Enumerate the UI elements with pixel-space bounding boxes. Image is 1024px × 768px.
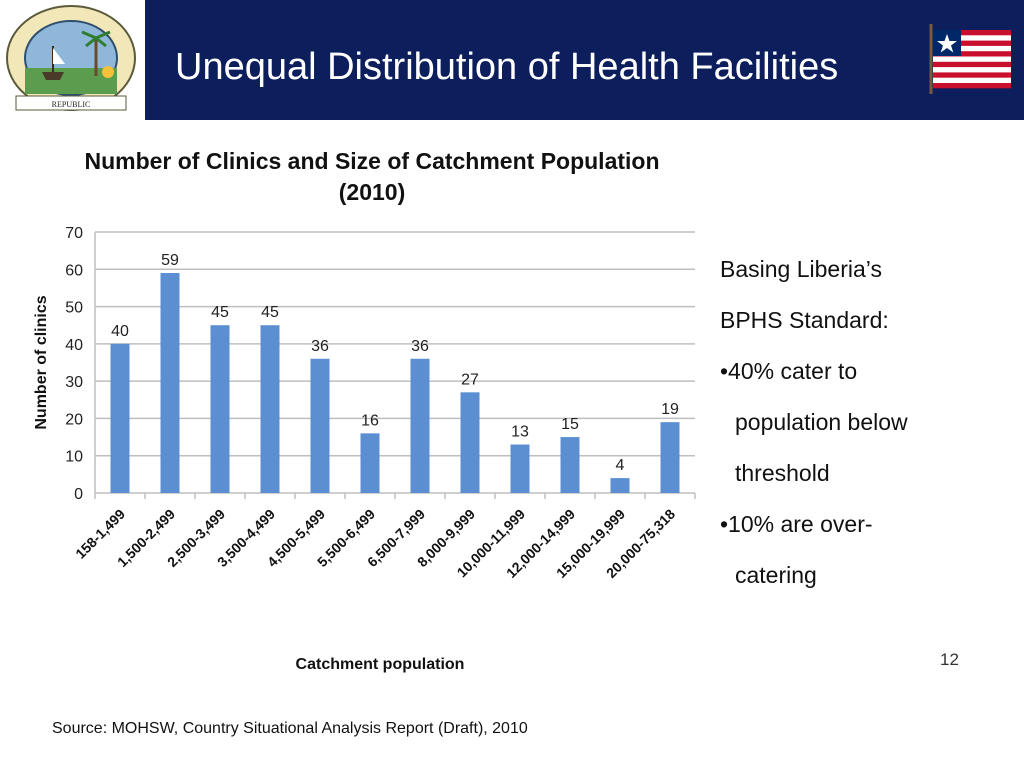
data-label: 45 xyxy=(261,304,279,321)
bullet-heading-line: BPHS Standard: xyxy=(720,307,889,333)
y-tick-label: 20 xyxy=(65,411,83,428)
bullet-item-line: •10% are over- xyxy=(720,511,873,537)
bar xyxy=(610,478,630,493)
bullet-item-line: population below xyxy=(735,409,908,435)
data-label: 40 xyxy=(111,323,129,340)
bar xyxy=(560,437,580,493)
data-label: 19 xyxy=(661,401,679,418)
bar xyxy=(410,358,430,493)
page-number: 12 xyxy=(940,650,959,669)
y-tick-label: 30 xyxy=(65,374,83,391)
title-bar: Unequal Distribution of Health Facilitie… xyxy=(145,0,1024,120)
bar-chart: 01020304050607040158-1,499591,500-2,4994… xyxy=(33,225,696,673)
data-label: 36 xyxy=(411,338,429,355)
liberia-flag-icon xyxy=(929,24,1011,94)
data-label: 45 xyxy=(211,304,229,321)
y-tick-label: 70 xyxy=(65,225,83,242)
seal-banner-text: REPUBLIC xyxy=(52,100,91,109)
y-tick-label: 0 xyxy=(74,486,83,503)
bar xyxy=(660,422,680,493)
y-tick-label: 60 xyxy=(65,262,83,279)
chart-title: Number of Clinics and Size of Catchment … xyxy=(84,148,660,205)
y-tick-label: 10 xyxy=(65,449,83,466)
data-label: 4 xyxy=(616,457,625,474)
bar xyxy=(160,273,180,493)
bar xyxy=(110,343,130,493)
seal-of-liberia-icon: REPUBLIC xyxy=(6,5,136,111)
data-label: 27 xyxy=(461,371,479,388)
bullet-item-line: catering xyxy=(735,562,817,588)
x-axis-label: Catchment population xyxy=(296,656,465,673)
bar xyxy=(310,358,330,493)
bar xyxy=(260,325,280,493)
bar xyxy=(210,325,230,493)
data-label: 59 xyxy=(161,252,179,269)
bar xyxy=(460,392,480,493)
data-label: 16 xyxy=(361,412,379,429)
data-label: 15 xyxy=(561,416,579,433)
page-title: Unequal Distribution of Health Facilitie… xyxy=(175,46,839,88)
y-axis-label: Number of clinics xyxy=(33,295,50,429)
y-tick-label: 40 xyxy=(65,337,83,354)
bar xyxy=(360,433,380,493)
bullet-item-line: •40% cater to xyxy=(720,358,858,384)
y-tick-label: 50 xyxy=(65,300,83,317)
bullet-list: Basing Liberia’s BPHS Standard: •40% cat… xyxy=(720,244,1020,601)
data-label: 36 xyxy=(311,338,329,355)
slide-header: REPUBLIC Unequal Distribution of Health … xyxy=(0,0,1024,120)
data-label: 13 xyxy=(511,424,529,441)
bullet-heading-line: Basing Liberia’s xyxy=(720,256,882,282)
bar xyxy=(510,444,530,493)
source-note: Source: MOHSW, Country Situational Analy… xyxy=(52,720,528,737)
bullet-item-line: threshold xyxy=(735,460,830,486)
